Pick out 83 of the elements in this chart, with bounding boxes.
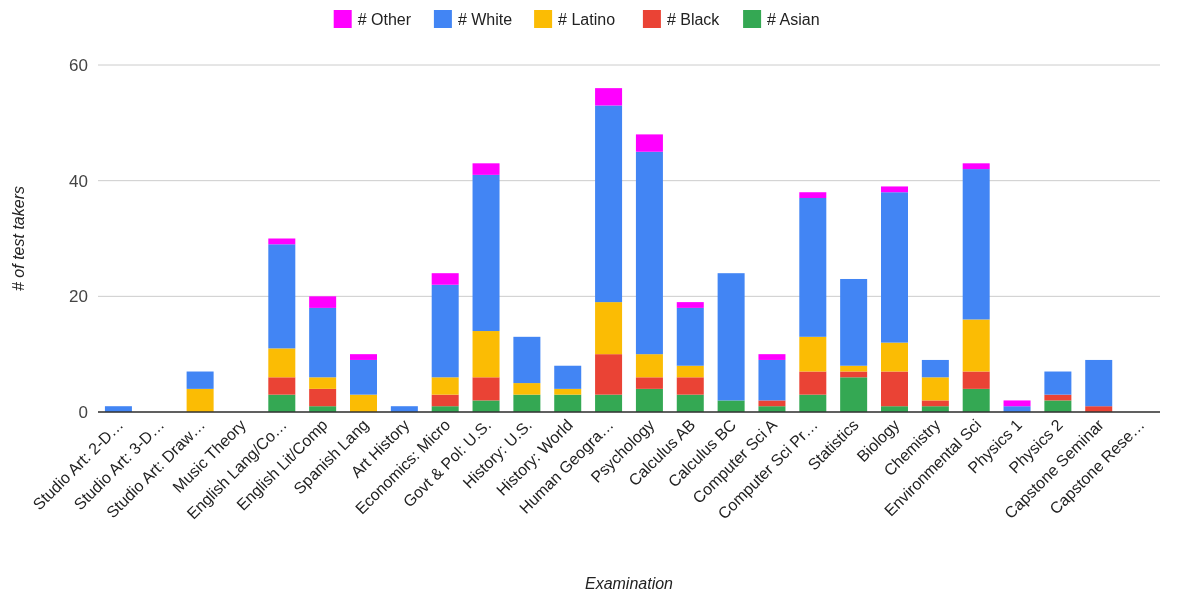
bar [595,394,623,412]
bar [595,354,623,395]
bar [676,302,704,308]
bar [799,198,827,337]
bar [840,365,868,372]
bar [309,388,337,407]
y-tick-label: 0 [78,402,88,422]
y-tick-label: 60 [69,55,88,75]
bar [799,336,827,372]
bar [350,394,377,412]
bar [962,163,990,170]
bar [431,377,459,395]
legend-label: # Other [357,10,412,28]
bar [1003,400,1031,407]
bar [472,377,500,401]
bar [799,192,827,199]
bar [554,388,582,395]
bar [268,244,296,349]
bar [472,331,500,378]
bar [472,400,500,412]
bar [350,359,377,395]
bar [962,371,990,389]
x-axis-title: Examination [584,575,674,592]
bar [431,284,459,378]
bar [962,388,990,412]
bar [758,400,786,407]
bar [554,365,582,389]
y-axis-title: # of test takers [10,186,27,291]
bar [676,307,704,366]
bar [186,371,214,389]
legend-label: # Latino [558,10,616,28]
bar [921,359,949,378]
bar [513,394,541,412]
bar [1044,371,1072,395]
bar [758,359,786,401]
bar [309,307,337,378]
bar [881,342,908,372]
legend-label: # Asian [767,10,820,28]
bar [635,388,663,412]
bar [431,394,459,407]
bar [595,105,623,303]
bar [840,377,868,412]
bar [268,348,296,378]
bar [513,383,541,395]
bar [758,354,786,360]
bar [881,371,908,407]
bar [595,302,623,355]
bar [962,319,990,372]
bar [962,169,990,320]
bar [309,377,337,389]
bar [717,273,745,401]
bar [431,273,459,285]
bar [635,151,663,355]
bar [309,296,337,308]
bar [513,336,541,384]
bar [635,354,663,378]
bar [799,371,827,395]
bar [268,394,296,412]
bar [921,377,949,401]
bar [472,174,500,332]
bar [1085,359,1113,407]
bar [635,134,663,152]
bar [799,394,827,412]
bar [186,388,214,412]
bar [676,394,704,412]
legend-label: # White [457,10,513,28]
y-tick-label: 40 [69,171,88,191]
bar [881,192,908,343]
bar [595,88,623,106]
bar [676,365,704,378]
bar [350,354,377,360]
bar [881,186,908,193]
legend-label: # Black [666,10,721,28]
bar [268,377,296,395]
bar [1044,400,1072,412]
bar [472,163,500,175]
bar [717,400,745,412]
bar [921,400,949,407]
bar [840,278,868,366]
bar [635,377,663,389]
bar [676,377,704,395]
y-tick-label: 20 [69,287,88,307]
bar [554,394,582,412]
